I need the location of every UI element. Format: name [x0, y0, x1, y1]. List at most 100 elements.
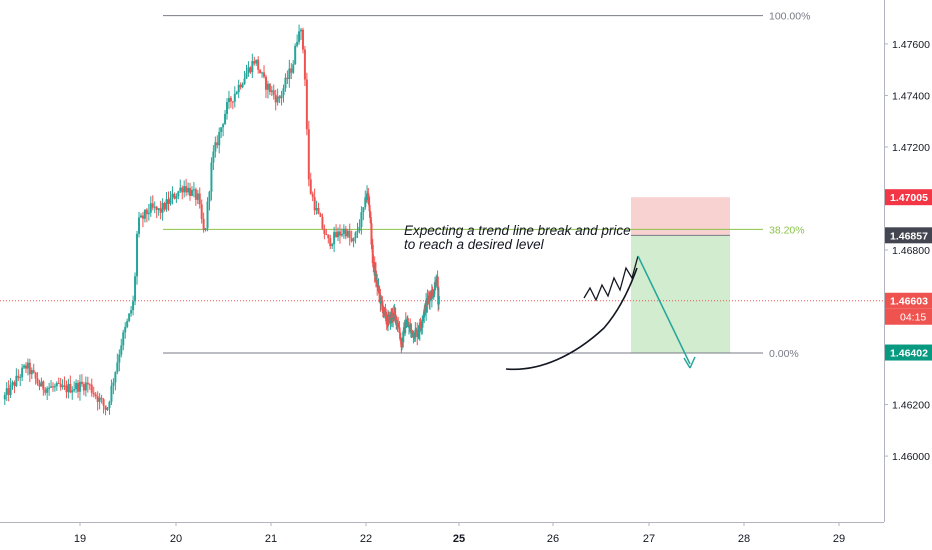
candle-body — [300, 29, 303, 32]
candle-body — [77, 382, 80, 392]
candle-body — [317, 208, 320, 214]
fib-level-label: 38.20% — [769, 224, 805, 236]
candle-body — [303, 49, 306, 80]
candle-body — [374, 270, 377, 282]
candle-body — [145, 209, 148, 215]
candle-body — [367, 193, 370, 199]
current-price-label-bg — [885, 292, 932, 309]
x-tick-label: 21 — [265, 533, 277, 545]
candle-body — [298, 31, 301, 42]
candle-body — [292, 64, 295, 73]
candle-body — [175, 196, 178, 199]
candle-body — [130, 310, 133, 314]
candle-body — [397, 326, 400, 328]
candle-body — [385, 311, 388, 322]
fibonacci-retracement[interactable]: 100.00% 38.20% 0.00% — [163, 11, 810, 360]
candle-body — [329, 238, 332, 247]
candle-body — [21, 367, 24, 378]
candle-body — [92, 392, 95, 395]
y-tick-label: 1.47200 — [892, 142, 930, 154]
candle-body — [192, 189, 195, 191]
candle-body — [268, 83, 271, 92]
candle-body — [239, 84, 242, 88]
candle-body — [155, 206, 158, 210]
candle-body — [380, 297, 383, 302]
candle-body — [348, 230, 351, 239]
trend-line-drawing — [505, 267, 638, 371]
candle-body — [370, 223, 373, 245]
candle-body — [305, 79, 308, 130]
candle-body — [3, 394, 6, 400]
candle-body — [157, 208, 160, 210]
candle-body — [190, 190, 193, 196]
x-tick-label: 20 — [170, 533, 182, 545]
candle-body — [387, 316, 390, 327]
candle-body — [309, 179, 312, 194]
candle-body — [112, 382, 115, 386]
drawings[interactable] — [505, 255, 696, 371]
countdown-bg — [885, 308, 932, 325]
candle-body — [32, 370, 35, 373]
candle-body — [69, 383, 72, 393]
y-tick-label: 1.47600 — [892, 39, 930, 51]
candle-body — [399, 338, 402, 340]
candle-body — [259, 69, 262, 74]
candle-body — [229, 97, 232, 102]
candle-body — [419, 322, 422, 326]
candle-body — [86, 382, 89, 385]
candle-body — [36, 378, 39, 384]
candle-body — [161, 202, 164, 213]
candle-body — [222, 124, 225, 128]
candle-body — [301, 29, 304, 50]
candle-body — [342, 228, 345, 234]
candle-body — [406, 323, 409, 326]
x-tick-label: 25 — [453, 533, 465, 545]
x-tick-label: 29 — [833, 533, 845, 545]
candle-body — [360, 212, 363, 228]
candle-body — [220, 127, 223, 132]
candle-body — [61, 385, 64, 388]
candle-body — [110, 385, 113, 402]
candle-body — [384, 310, 387, 312]
candle-body — [404, 320, 407, 328]
candle-body — [402, 331, 405, 343]
candle-body — [71, 390, 74, 393]
candle-body — [210, 162, 213, 192]
candle-body — [431, 290, 434, 292]
candle-body — [151, 203, 154, 208]
candle-body — [323, 228, 326, 235]
candle-body — [294, 45, 297, 65]
candle-body — [165, 199, 168, 210]
candle-body — [28, 362, 31, 375]
x-tick-label: 22 — [360, 533, 372, 545]
candle-body — [57, 383, 60, 385]
candle-body — [421, 320, 424, 326]
candle-body — [264, 76, 267, 90]
candle-body — [400, 342, 403, 348]
candle-body — [114, 372, 117, 383]
candle-body — [187, 188, 190, 193]
candle-body — [55, 383, 58, 387]
candle-body — [153, 206, 156, 208]
candle-body — [249, 67, 252, 73]
candle-body — [159, 208, 162, 213]
candle-body — [19, 377, 22, 379]
fib-level-label: 100.00% — [769, 11, 810, 23]
candle-body — [261, 72, 264, 74]
annotation[interactable]: Expecting a trend line break and price t… — [404, 223, 631, 252]
candle-body — [373, 262, 376, 276]
candle-body — [394, 314, 397, 317]
candle-body — [98, 397, 101, 402]
x-tick-label: 19 — [74, 533, 86, 545]
candle-body — [369, 211, 372, 218]
candle-body — [436, 276, 439, 287]
candle-body — [352, 238, 355, 242]
candle-body — [50, 386, 53, 388]
candle-body — [183, 186, 186, 193]
annotation-line-2: to reach a desired level — [404, 237, 545, 252]
candle-body — [26, 362, 29, 369]
candle-body — [428, 294, 431, 302]
candle-body — [106, 407, 109, 410]
